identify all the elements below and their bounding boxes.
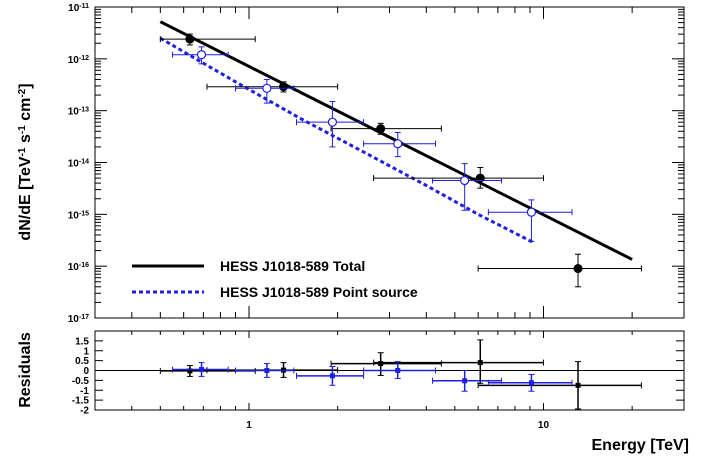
residual-y-tick-label: -0.5	[72, 376, 90, 387]
y-title-exp: -1	[17, 125, 28, 134]
residuals-y-axis-title: Residuals	[17, 332, 34, 408]
residuals-panel: 1.510.50-0.5-1-1.5-2 1 10 Residuals	[17, 330, 685, 431]
residual-y-tick-label: -2	[80, 406, 89, 417]
x-tick-label: 1	[246, 420, 252, 431]
y-title-part: cm	[17, 98, 34, 126]
y-tick-label: 10-14	[68, 158, 89, 170]
y-tick-label: 10-11	[68, 3, 89, 15]
y-tick-base: 10	[68, 210, 80, 221]
data-point	[196, 50, 207, 60]
residuals-series	[159, 339, 642, 410]
point-source-model-line	[159, 36, 534, 244]
residual-y-tick-label: 0	[83, 366, 89, 377]
y-tick-label: 10-12	[68, 54, 89, 65]
residual-point	[187, 368, 193, 374]
y-title-exp: -1	[17, 147, 28, 156]
y-tick-label: 10-16	[68, 262, 89, 274]
y-title-part: s	[17, 134, 34, 147]
data-point	[376, 124, 386, 134]
residuals-x-ticks: 1 10	[94, 331, 685, 431]
y-tick-exp: -17	[79, 314, 89, 321]
data-point	[526, 207, 537, 217]
residual-point	[575, 382, 581, 388]
y-tick-base: 10	[68, 314, 80, 325]
data-point	[573, 264, 583, 274]
x-axis-title: Energy [TeV]	[592, 437, 690, 454]
residual-point	[199, 367, 205, 373]
y-tick-label: 10-13	[68, 106, 89, 118]
legend-label-point-source: HESS J1018-589 Point source	[220, 284, 418, 300]
residual-y-tick-label: 0.5	[75, 356, 89, 367]
spectrum-y-axis-title: dN/dE [TeV-1 s-1 cm-2]	[17, 83, 35, 240]
y-tick-base: 10	[68, 55, 80, 66]
y-tick-exp: -16	[79, 262, 89, 269]
residual-y-tick-label: 1	[83, 346, 89, 357]
residual-point	[477, 360, 483, 366]
x-tick-label: 10	[538, 420, 550, 431]
residual-y-tick-label: 1.5	[75, 336, 89, 347]
y-title-exp: -2	[17, 88, 28, 97]
spectrum-x-ticks	[94, 7, 685, 318]
y-tick-exp: -11	[79, 3, 89, 10]
data-point	[327, 117, 338, 127]
residual-point	[528, 380, 534, 386]
y-tick-label: 10-17	[68, 314, 89, 326]
residual-y-tick-label: -1.5	[72, 396, 90, 407]
y-tick-base: 10	[68, 3, 80, 14]
y-tick-label: 10-15	[68, 210, 89, 222]
residual-point	[329, 373, 335, 379]
data-point	[279, 82, 289, 92]
y-tick-exp: -13	[79, 106, 89, 113]
y-tick-base: 10	[68, 159, 80, 170]
residual-point	[264, 368, 270, 373]
data-point	[393, 139, 403, 149]
data-point	[185, 34, 195, 44]
spectrum-series	[159, 20, 642, 288]
residuals-y-ticks: 1.510.50-0.5-1-1.5-2	[72, 336, 684, 417]
legend-label-total: HESS J1018-589 Total	[220, 258, 365, 274]
y-tick-base: 10	[68, 262, 80, 273]
data-point	[460, 175, 470, 186]
y-tick-exp: -15	[79, 210, 89, 217]
data-point	[262, 83, 272, 93]
y-tick-base: 10	[68, 107, 80, 118]
y-tick-exp: -14	[79, 158, 89, 165]
residual-point	[378, 361, 384, 367]
residual-point	[395, 368, 401, 373]
y-title-part: dN/dE [TeV	[17, 156, 34, 240]
y-tick-exp: -12	[79, 54, 89, 61]
y-title-part: ]	[17, 83, 34, 88]
residual-point	[462, 378, 468, 384]
legend: HESS J1018-589 Total HESS J1018-589 Poin…	[132, 258, 418, 300]
residual-y-tick-label: -1	[80, 386, 89, 397]
spectrum-plot-frame	[94, 6, 685, 319]
